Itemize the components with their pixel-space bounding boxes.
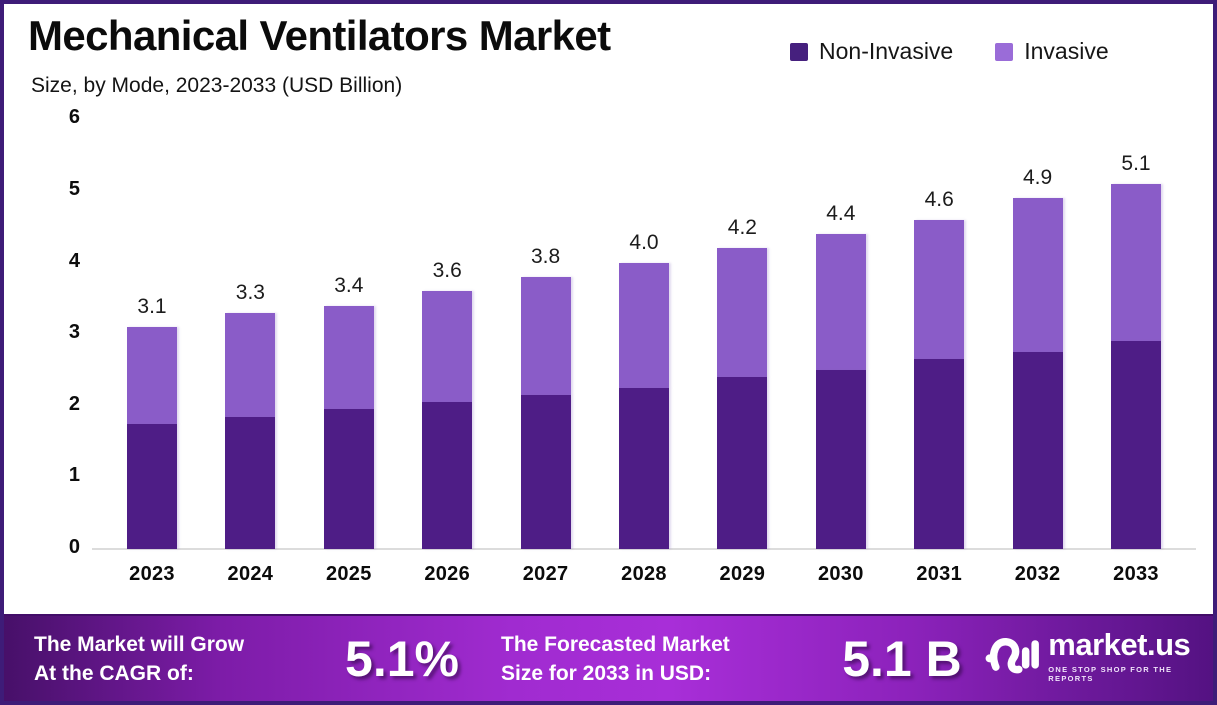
bar-segment-non-invasive-2024 [225, 416, 276, 549]
bar-total-label-2025: 3.4 [334, 273, 364, 297]
brand-name: market.us [1048, 627, 1191, 663]
bar-segment-invasive-2025 [323, 305, 374, 410]
y-axis-tick-6: 6 [68, 106, 80, 129]
footer-banner: The Market will Grow At the CAGR of: 5.1… [4, 614, 1213, 701]
legend-label: Invasive [1024, 38, 1109, 64]
y-axis-tick-3: 3 [68, 321, 80, 344]
y-axis-tick-0: 0 [68, 536, 80, 558]
y-axis-tick-1: 1 [68, 464, 80, 487]
cagr-caption-line2: At the CAGR of: [34, 662, 194, 686]
bar-segment-invasive-2030 [815, 233, 866, 370]
bar-segment-invasive-2033 [1111, 183, 1161, 342]
bar-total-label-2031: 4.6 [924, 187, 954, 211]
x-axis-label-2030: 2030 [817, 563, 864, 585]
bar-segment-invasive-2029 [717, 248, 768, 378]
x-axis-label-2033: 2033 [1113, 563, 1159, 585]
bar-segment-non-invasive-2030 [815, 370, 866, 549]
brand-text: market.us ONE STOP SHOP FOR THE REPORTS [1048, 629, 1213, 683]
x-axis-label-2024: 2024 [227, 563, 274, 585]
bar-segment-non-invasive-2026 [422, 402, 473, 549]
bar-segment-non-invasive-2028 [619, 387, 669, 549]
bar-total-label-2027: 3.8 [530, 244, 561, 268]
legend-label: Non-Invasive [819, 38, 954, 64]
x-axis-label-2028: 2028 [621, 563, 667, 585]
legend-swatch-invasive [995, 42, 1014, 61]
x-axis-label-2031: 2031 [916, 563, 963, 585]
bar-segment-invasive-2026 [422, 291, 473, 403]
bar-segment-invasive-2031 [914, 219, 965, 360]
bar-segment-non-invasive-2033 [1111, 341, 1161, 549]
bar-total-label-2032: 4.9 [1022, 166, 1053, 190]
legend-item-invasive: Invasive [995, 38, 1109, 65]
legend-item-non-invasive: Non-Invasive [790, 38, 953, 65]
x-axis-label-2026: 2026 [424, 563, 471, 585]
bar-total-label-2028: 4.0 [629, 230, 659, 254]
x-axis-label-2027: 2027 [522, 563, 569, 585]
cagr-caption-line1: The Market will Grow [34, 633, 245, 656]
bar-total-label-2029: 4.2 [727, 216, 757, 240]
x-axis-label-2029: 2029 [719, 563, 766, 585]
forecast-caption-line1: The Forecasted Market [501, 633, 730, 656]
x-axis-line [92, 548, 1196, 550]
bar-segment-invasive-2032 [1012, 198, 1063, 353]
marketus-logo-icon [985, 638, 1039, 674]
bar-segment-invasive-2028 [619, 262, 669, 388]
cagr-value: 5.1% [345, 631, 459, 687]
bar-segment-invasive-2023 [127, 327, 177, 424]
bar-total-label-2033: 5.1 [1121, 151, 1151, 175]
bar-segment-invasive-2024 [225, 312, 276, 417]
bar-segment-non-invasive-2023 [127, 423, 177, 549]
forecast-value: 5.1 B [842, 631, 962, 687]
bar-total-label-2024: 3.3 [235, 280, 265, 304]
cagr-caption: The Market will Grow At the CAGR of: [34, 630, 244, 689]
x-axis-label-2023: 2023 [129, 563, 175, 585]
bar-segment-non-invasive-2027 [520, 395, 571, 549]
page-title: Mechanical Ventilators Market [28, 12, 611, 59]
bar-total-label-2023: 3.1 [137, 295, 167, 319]
forecast-caption: The Forecasted Market Size for 2033 in U… [501, 630, 730, 689]
x-axis-label-2025: 2025 [325, 563, 372, 585]
bar-segment-non-invasive-2031 [914, 359, 965, 549]
y-axis-tick-5: 5 [68, 178, 80, 200]
bar-segment-non-invasive-2025 [323, 409, 374, 549]
legend-swatch-non-invasive [790, 42, 808, 61]
brand-logo[interactable]: market.us ONE STOP SHOP FOR THE REPORTS [984, 628, 1213, 684]
bar-total-label-2030: 4.4 [826, 201, 856, 225]
y-axis-tick-4: 4 [68, 249, 80, 272]
x-axis-label-2032: 2032 [1014, 563, 1061, 585]
bar-total-label-2026: 3.6 [432, 259, 462, 283]
bar-segment-invasive-2027 [520, 276, 571, 396]
chart-subtitle: Size, by Mode, 2023-2033 (USD Billion) [31, 74, 403, 97]
bar-segment-non-invasive-2029 [717, 377, 768, 549]
forecast-caption-line2: Size for 2033 in USD: [501, 662, 712, 686]
y-axis-tick-2: 2 [68, 392, 80, 415]
brand-tagline: ONE STOP SHOP FOR THE REPORTS [1048, 664, 1173, 683]
chart-legend: Non-Invasive Invasive [790, 38, 1109, 65]
bar-segment-non-invasive-2032 [1012, 352, 1063, 549]
